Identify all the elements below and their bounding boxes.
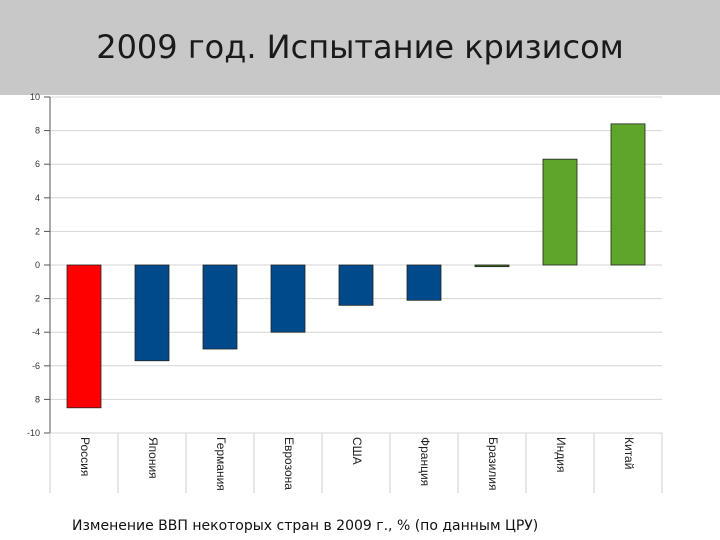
y-tick-label: 10 bbox=[30, 92, 40, 102]
bar-7 bbox=[474, 264, 510, 268]
title-band: 2009 год. Испытание кризисом bbox=[0, 0, 720, 95]
y-tick-label: 2 bbox=[35, 226, 40, 236]
y-tick-label: -4 bbox=[32, 327, 40, 337]
x-tick-label: Китай bbox=[622, 437, 636, 469]
y-tick-label: 0 bbox=[35, 260, 40, 270]
bar-5 bbox=[338, 264, 374, 306]
bar-8 bbox=[542, 158, 578, 266]
x-tick-label: Россия bbox=[78, 437, 92, 476]
y-tick-label: -10 bbox=[27, 428, 40, 438]
bar-9 bbox=[610, 123, 646, 266]
chart-caption: Изменение ВВП некоторых стран в 2009 г.,… bbox=[72, 518, 539, 534]
bar-3 bbox=[202, 264, 238, 350]
x-tick-label: США bbox=[350, 437, 364, 465]
bar-1 bbox=[66, 264, 102, 409]
y-tick-label: 2 bbox=[35, 294, 40, 304]
x-tick-label: Индия bbox=[554, 437, 568, 472]
bar-4 bbox=[270, 264, 306, 333]
bar-6 bbox=[406, 264, 442, 301]
y-tick-label: 8 bbox=[35, 126, 40, 136]
x-tick-label: Бразилия bbox=[486, 437, 500, 491]
y-tick-label: 4 bbox=[35, 193, 40, 203]
x-tick-label: Япония bbox=[146, 437, 160, 479]
x-tick-label: Еврозона bbox=[282, 437, 296, 490]
y-tick-label: 6 bbox=[35, 159, 40, 169]
bar-2 bbox=[134, 264, 170, 362]
x-tick-label: Германия bbox=[214, 437, 228, 491]
x-tick-label: Франция bbox=[418, 437, 432, 486]
y-tick-label: -6 bbox=[32, 361, 40, 371]
slide-title: 2009 год. Испытание кризисом bbox=[96, 28, 624, 66]
y-tick-label: 8 bbox=[35, 394, 40, 404]
